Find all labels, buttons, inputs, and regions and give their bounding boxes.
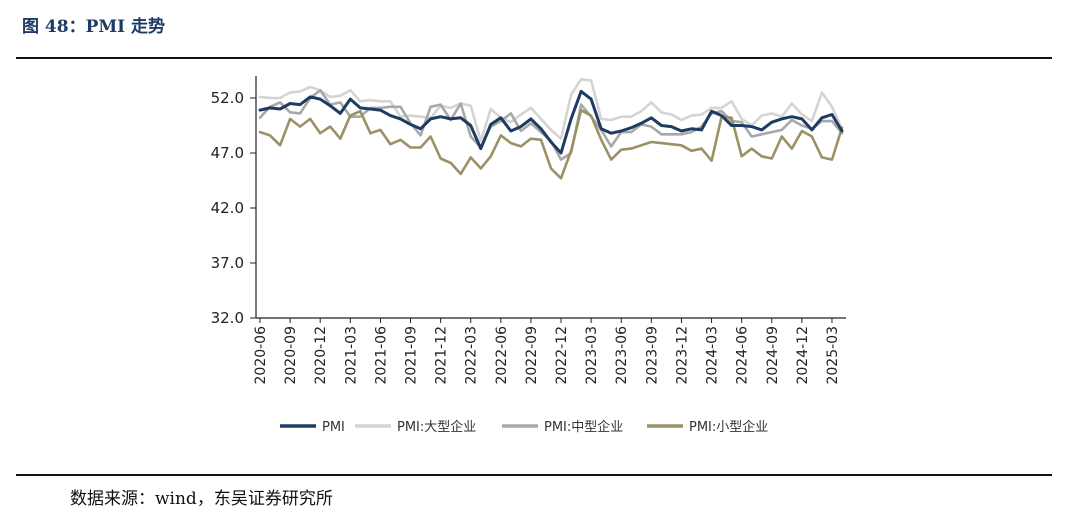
x-tick-label: 2020-12 — [313, 326, 329, 385]
x-tick-label: 2023-03 — [584, 326, 600, 385]
x-tick-label: 2022-03 — [464, 326, 480, 385]
y-tick-label: 32.0 — [211, 309, 244, 327]
series-line-0 — [258, 89, 844, 155]
series-lines — [258, 78, 844, 180]
x-tick-label: 2024-06 — [735, 326, 751, 385]
axes: 32.0 37.0 42.0 47.0 52.0 2020-06 2020-09 2020-1… — [211, 76, 846, 385]
x-tick-label: 2020-06 — [253, 326, 269, 385]
x-tick-label: 2022-06 — [494, 326, 510, 385]
series-line-1 — [258, 78, 844, 143]
legend-label-0: PMI — [322, 420, 345, 435]
x-tick-label: 2021-06 — [373, 326, 389, 385]
x-tick-label: 2024-03 — [705, 326, 721, 385]
y-tick-label: 42.0 — [211, 199, 244, 217]
legend-label-2: PMI:中型企业 — [544, 419, 623, 435]
x-tick-label: 2022-12 — [554, 326, 570, 385]
y-tick-label: 47.0 — [211, 144, 244, 162]
figure-title: 图 48：PMI 走势 — [22, 17, 166, 37]
bottom-rule — [16, 474, 1052, 476]
top-rule — [16, 57, 1052, 59]
y-tick-label: 37.0 — [211, 254, 244, 272]
pmi-line-chart: 32.0 37.0 42.0 47.0 52.0 2020-06 2020-09 2020-1… — [211, 76, 846, 435]
legend-label-3: PMI:小型企业 — [689, 419, 768, 435]
x-tick-label: 2021-03 — [343, 326, 359, 385]
x-tick-label: 2024-09 — [765, 326, 781, 385]
x-tick-label: 2021-12 — [434, 326, 450, 385]
series-line-3 — [258, 108, 844, 180]
x-tick-label: 2023-12 — [674, 326, 690, 385]
x-tick-label: 2023-09 — [644, 326, 660, 385]
data-source-note: 数据来源：wind，东吴证券研究所 — [70, 489, 333, 509]
x-tick-label: 2025-03 — [825, 326, 841, 385]
x-tick-label: 2024-12 — [795, 326, 811, 385]
x-tick-label: 2020-09 — [283, 326, 299, 385]
y-tick-label: 52.0 — [211, 89, 244, 107]
x-tick-label: 2022-09 — [524, 326, 540, 385]
legend: PMI PMI:大型企业 PMI:中型企业 PMI:小型企业 — [280, 419, 768, 435]
x-tick-label: 2023-06 — [614, 326, 630, 385]
x-tick-label: 2021-09 — [404, 326, 420, 385]
legend-label-1: PMI:大型企业 — [397, 419, 476, 435]
